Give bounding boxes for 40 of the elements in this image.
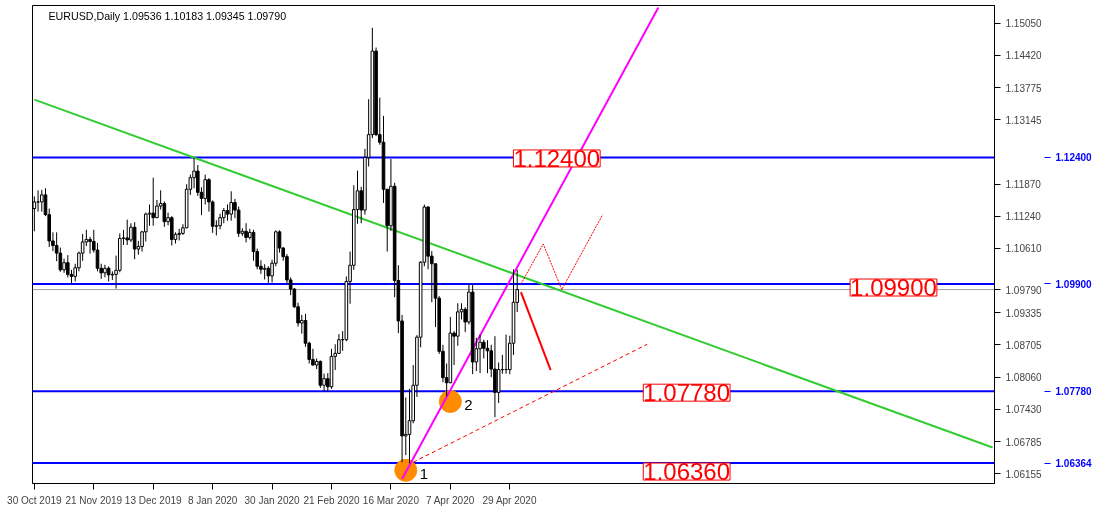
x-tick-label: 16 Mar 2020: [362, 494, 420, 506]
x-tick-label: 8 Jan 2020: [187, 494, 238, 506]
y-tick-label: 1.06785: [1005, 436, 1043, 448]
candlestick: [493, 335, 497, 418]
ref-line-label: 1.12400: [1055, 152, 1093, 164]
chart-title: EURUSD,Daily 1.09536 1.10183 1.09345 1.09790: [48, 9, 287, 22]
x-tick-label: 13 Dec 2019: [124, 494, 183, 506]
ref-line-label: 1.07780: [1055, 386, 1093, 398]
y-tick-label: 1.07430: [1005, 404, 1043, 416]
ref-line-label: 1.09790: [1005, 284, 1043, 296]
y-tick-label: 1.09335: [1005, 307, 1043, 319]
ref-line-label: 1.09900: [1055, 279, 1093, 290]
x-tick-label: 21 Feb 2020: [303, 494, 361, 506]
y-tick-label: 1.13775: [1005, 82, 1043, 94]
y-tick-label: 1.10610: [1005, 243, 1043, 255]
candlestick: [39, 189, 44, 213]
y-tick-label: 1.15050: [1005, 18, 1043, 30]
y-tick-label: 1.13145: [1005, 114, 1043, 126]
annotation: 1.06360: [643, 458, 731, 486]
series-label: 1: [419, 465, 429, 483]
candlestick: [103, 264, 107, 278]
y-tick-label: 1.08060: [1005, 372, 1043, 384]
y-tick-label: 1.14420: [1005, 50, 1043, 62]
ref-line-label: 1.06364: [1055, 458, 1093, 470]
annotation: 1.12400: [513, 144, 601, 172]
series-label: 2: [464, 396, 473, 414]
y-tick-label: 1.11240: [1005, 211, 1042, 223]
x-tick-label: 21 Nov 2019: [65, 494, 123, 506]
x-tick-label: 7 Apr 2020: [425, 494, 475, 506]
y-tick-label: 1.06155: [1005, 468, 1043, 480]
x-tick-label: 29 Apr 2020: [482, 494, 537, 506]
line-series: [520, 214, 604, 291]
x-tick-label: 30 Oct 2019: [7, 494, 63, 506]
x-tick-label: 30 Jan 2020: [244, 494, 301, 506]
annotation: 1.07780: [643, 379, 731, 407]
y-tick-label: 1.11870: [1005, 179, 1042, 191]
candlestick: [478, 334, 482, 374]
y-tick-label: 1.08705: [1005, 339, 1043, 351]
candlestick: [244, 222, 248, 243]
annotation: 1.09900: [850, 274, 937, 302]
